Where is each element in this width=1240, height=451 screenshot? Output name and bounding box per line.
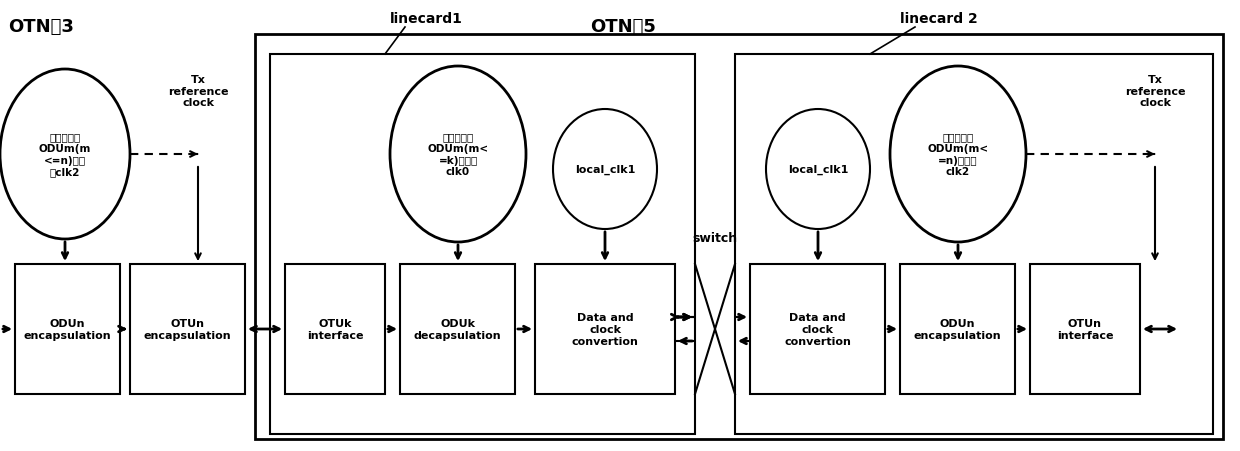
Bar: [401, 264, 515, 394]
Text: OTN：3: OTN：3: [7, 18, 74, 36]
Ellipse shape: [890, 67, 1025, 243]
Text: ODUn
encapsulation: ODUn encapsulation: [24, 318, 112, 340]
Bar: [735, 55, 1213, 434]
Text: OTN：5: OTN：5: [590, 18, 656, 36]
Bar: [534, 264, 675, 394]
Bar: [750, 264, 885, 394]
Text: 恢复出某路
ODUm(m<
=k)的时钟
clk0: 恢复出某路 ODUm(m< =k)的时钟 clk0: [428, 132, 489, 177]
Text: OTUn
interface: OTUn interface: [1056, 318, 1114, 340]
Text: local_clk1: local_clk1: [575, 165, 635, 175]
Text: OTUn
encapsulation: OTUn encapsulation: [144, 318, 232, 340]
Bar: [130, 264, 246, 394]
Text: Tx
reference
clock: Tx reference clock: [1125, 75, 1185, 108]
Text: ODUn
encapsulation: ODUn encapsulation: [914, 318, 1002, 340]
Ellipse shape: [391, 67, 526, 243]
Ellipse shape: [766, 110, 870, 230]
Text: OTUk
interface: OTUk interface: [306, 318, 363, 340]
Text: 恢复出某路
ODUm(m<
=n)的时钟
clk2: 恢复出某路 ODUm(m< =n)的时钟 clk2: [928, 132, 988, 177]
Bar: [1030, 264, 1140, 394]
Bar: [270, 55, 694, 434]
Text: linecard1: linecard1: [391, 12, 463, 26]
Text: Tx
reference
clock: Tx reference clock: [167, 75, 228, 108]
Text: linecard 2: linecard 2: [900, 12, 978, 26]
Text: Data and
clock
convertion: Data and clock convertion: [784, 313, 851, 346]
Text: ODUk
decapsulation: ODUk decapsulation: [414, 318, 501, 340]
Text: switch: switch: [692, 231, 738, 244]
Ellipse shape: [0, 70, 130, 239]
Ellipse shape: [553, 110, 657, 230]
Text: local_clk1: local_clk1: [787, 165, 848, 175]
Bar: [900, 264, 1016, 394]
Bar: [285, 264, 384, 394]
Text: Data and
clock
convertion: Data and clock convertion: [572, 313, 639, 346]
Bar: [255, 35, 1223, 439]
Bar: [15, 264, 120, 394]
Text: 恢复出某路
ODUm(m
<=n)的时
钟clk2: 恢复出某路 ODUm(m <=n)的时 钟clk2: [38, 132, 92, 177]
